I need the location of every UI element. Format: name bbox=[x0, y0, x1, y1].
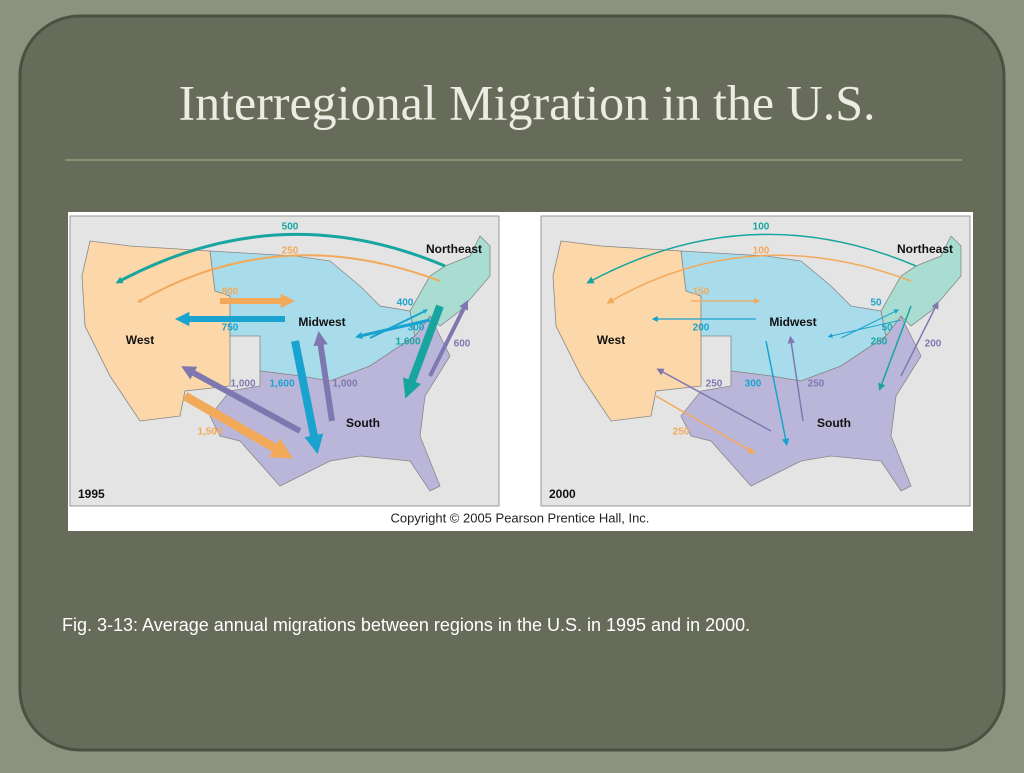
flow-label: 250 bbox=[871, 337, 888, 348]
region bbox=[409, 235, 491, 337]
region-label: Midwest bbox=[298, 315, 345, 329]
migration-arrow bbox=[137, 254, 441, 303]
map-year: 2000 bbox=[549, 487, 576, 501]
region-label: Northeast bbox=[426, 242, 482, 256]
region-label: Midwest bbox=[769, 315, 816, 329]
migration-arrow bbox=[878, 305, 912, 391]
copyright: Copyright © 2005 Pearson Prentice Hall, … bbox=[391, 510, 650, 525]
flow-label: 50 bbox=[870, 298, 882, 309]
migration-arrow bbox=[606, 254, 912, 304]
flow-label: 100 bbox=[753, 222, 770, 233]
flow-label: 300 bbox=[408, 323, 425, 334]
flow-label: 300 bbox=[745, 379, 762, 390]
region-label: South bbox=[346, 416, 380, 430]
migration-arrow bbox=[369, 309, 429, 339]
maps: 500 250 800 750 400 300 1,600 600 1,000 1,600 1,00… bbox=[69, 215, 971, 507]
migration-arrow bbox=[827, 319, 902, 339]
flow-label: 500 bbox=[282, 222, 299, 233]
region-label: Northeast bbox=[897, 242, 953, 256]
map-year: 1995 bbox=[78, 487, 105, 501]
migration-arrow bbox=[900, 301, 939, 377]
migration-arrow bbox=[765, 340, 790, 447]
flow-label: 250 bbox=[808, 379, 825, 390]
migration-arrow bbox=[655, 395, 756, 454]
region-label: West bbox=[597, 333, 625, 347]
flow-label: 250 bbox=[706, 379, 723, 390]
flow-label: 250 bbox=[673, 427, 690, 438]
migration-arrow bbox=[291, 340, 324, 455]
migration-arrow bbox=[656, 368, 772, 432]
flow-label: 800 bbox=[222, 287, 239, 298]
flow-label: 1,000 bbox=[332, 379, 357, 390]
migration-arrow bbox=[586, 233, 917, 284]
flow-label: 100 bbox=[753, 246, 770, 257]
flow-label: 1,600 bbox=[395, 337, 420, 348]
migration-arrow bbox=[182, 392, 294, 459]
migration-arrow bbox=[181, 366, 302, 434]
map: 100 100 150 200 50 50 250 200 250 300 250 250 West Mi… bbox=[540, 215, 971, 507]
flow-label: 250 bbox=[282, 246, 299, 257]
region-label: South bbox=[817, 416, 851, 430]
migration-arrow bbox=[313, 331, 335, 422]
migration-arrow bbox=[115, 232, 446, 284]
slide-title: Interregional Migration in the U.S. bbox=[178, 74, 875, 130]
migration-arrow bbox=[787, 335, 804, 422]
flow-label: 600 bbox=[454, 339, 471, 350]
flow-label: 1,600 bbox=[269, 379, 294, 390]
flow-label: 150 bbox=[693, 287, 710, 298]
flow-label: 200 bbox=[925, 339, 942, 350]
flow-label: 200 bbox=[693, 323, 710, 334]
map: 500 250 800 750 400 300 1,600 600 1,000 1,600 1,00… bbox=[69, 215, 500, 507]
migration-arrow bbox=[355, 318, 431, 340]
migration-arrow bbox=[403, 304, 444, 399]
flow-label: 750 bbox=[222, 323, 239, 334]
region-label: West bbox=[126, 333, 154, 347]
region bbox=[880, 235, 962, 337]
caption: Fig. 3-13: Average annual migrations bet… bbox=[62, 615, 750, 635]
flow-label: 400 bbox=[397, 298, 414, 309]
migration-arrow bbox=[428, 299, 469, 377]
flow-label: 1,000 bbox=[230, 379, 255, 390]
flow-label: 1,500 bbox=[197, 427, 222, 438]
migration-arrow bbox=[840, 309, 900, 339]
flow-label: 50 bbox=[881, 323, 893, 334]
